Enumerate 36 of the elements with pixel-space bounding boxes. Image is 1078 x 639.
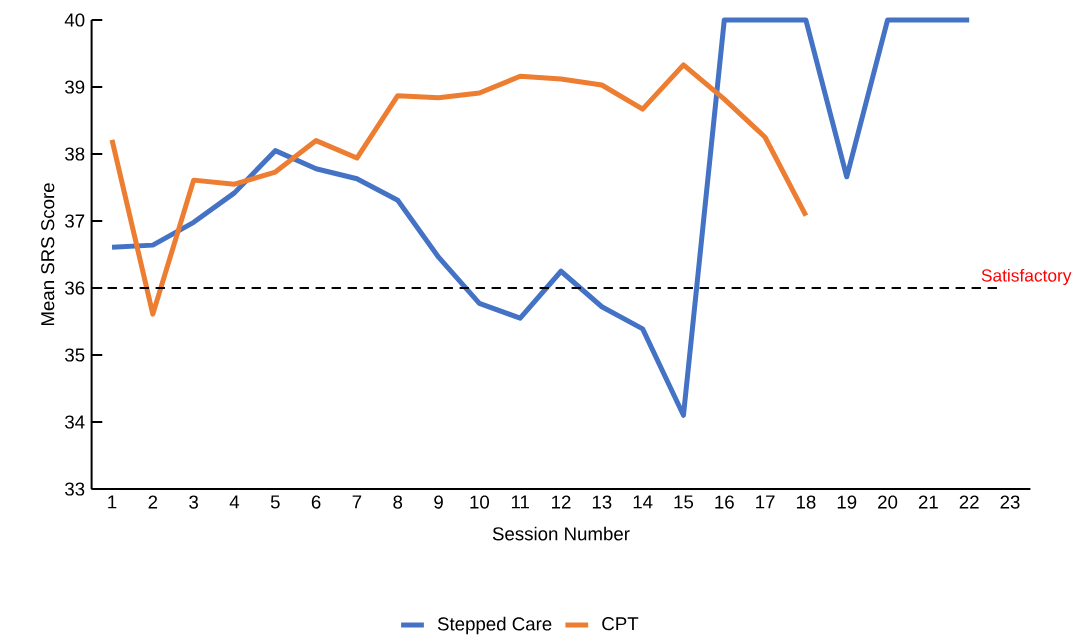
x-tick-label: 9 <box>434 495 443 509</box>
x-tick-label: 3 <box>189 495 199 509</box>
x-tick-label: 5 <box>270 495 280 509</box>
x-tick-label: 2 <box>148 495 158 509</box>
y-tick-label: 34 <box>65 415 85 429</box>
y-tick-label: 35 <box>65 348 85 362</box>
x-tick-label: 15 <box>674 495 694 509</box>
x-tick-label: 12 <box>552 495 571 509</box>
x-tick-label: 10 <box>470 495 490 509</box>
x-tick-label: 16 <box>715 495 734 509</box>
x-tick-label: 19 <box>837 495 857 509</box>
x-tick-label: 13 <box>592 495 612 509</box>
x-tick-label: 8 <box>393 495 403 509</box>
x-tick-label: 23 <box>1000 495 1020 509</box>
y-tick-label: 38 <box>65 147 85 161</box>
y-tick-label: 33 <box>65 482 85 496</box>
x-tick-label: 6 <box>311 495 321 509</box>
legend-label: CPT <box>602 617 639 631</box>
y-tick-label: 40 <box>64 13 85 27</box>
x-tick-label: 4 <box>229 495 240 509</box>
x-tick-label: 21 <box>918 495 938 509</box>
x-axis-title: Session Number <box>492 526 630 541</box>
x-tick-label: 11 <box>511 495 529 509</box>
x-tick-label: 7 <box>352 495 362 509</box>
ref-line-label: Satisfactory <box>981 268 1072 286</box>
y-axis-title: Mean SRS Score <box>41 183 55 326</box>
x-tick-label: 17 <box>756 495 775 509</box>
x-tick-label: 22 <box>959 495 979 509</box>
legend-label: Stepped Care <box>437 616 552 635</box>
x-tick-label: 1 <box>108 495 117 509</box>
x-tick-label: 18 <box>796 495 816 509</box>
y-tick-label: 36 <box>65 281 85 295</box>
x-tick-label: 20 <box>878 495 898 509</box>
y-tick-label: 39 <box>65 80 85 94</box>
x-tick-label: 14 <box>633 495 653 509</box>
y-tick-label: 37 <box>65 214 85 228</box>
